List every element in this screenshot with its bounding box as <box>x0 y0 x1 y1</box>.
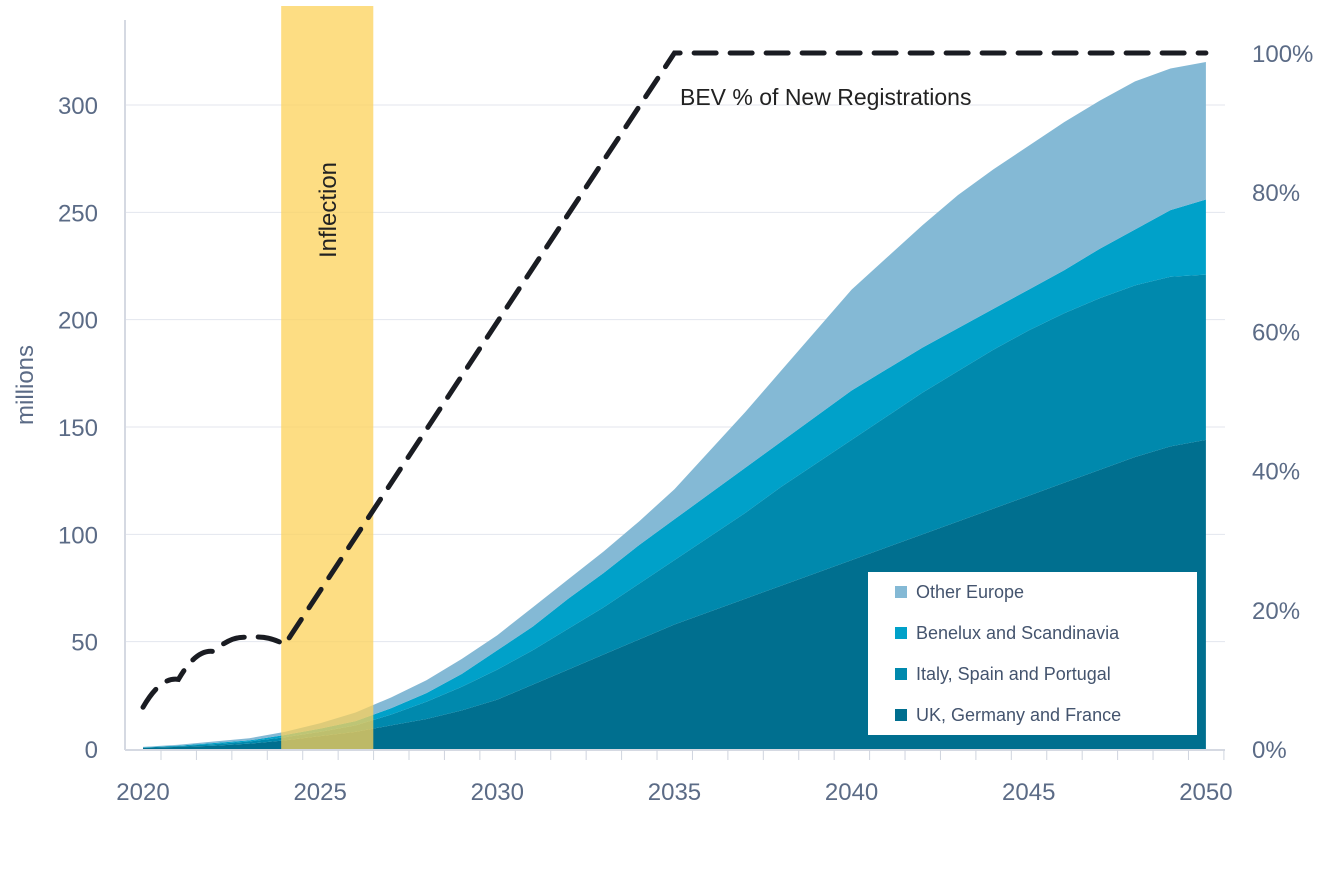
bev-line <box>140 50 1209 710</box>
legend-swatch <box>895 709 907 721</box>
x-tick-label: 2030 <box>471 779 524 806</box>
y-tick-label: 100 <box>58 522 98 549</box>
y-tick-label: 250 <box>58 200 98 227</box>
y2-tick-label: 80% <box>1252 180 1300 207</box>
legend-label: Benelux and Scandinavia <box>916 623 1120 643</box>
y2-tick-label: 20% <box>1252 598 1300 625</box>
y-tick-label: 200 <box>58 308 98 335</box>
x-tick-label: 2020 <box>116 779 169 806</box>
legend-label: Other Europe <box>916 582 1024 602</box>
legend-box <box>868 572 1197 735</box>
x-tick-label: 2045 <box>1002 779 1055 806</box>
legend-swatch <box>895 586 907 598</box>
area-other-europe <box>143 62 1206 748</box>
line-annotation: BEV % of New Registrations <box>680 84 971 110</box>
x-tick-label: 2040 <box>825 779 878 806</box>
y-tick-label: 50 <box>71 630 98 657</box>
y-tick-label: 0 <box>85 737 98 764</box>
area-benelux-and-scandinavia <box>143 199 1206 748</box>
x-tick-label: 2050 <box>1179 779 1232 806</box>
legend-swatch <box>895 627 907 639</box>
bev-share-line <box>140 50 1209 710</box>
inflection-label: Inflection <box>315 162 342 258</box>
y-axis-label: millions <box>12 345 39 425</box>
x-tick-label: 2035 <box>648 779 701 806</box>
inflection-band-rect <box>281 6 374 751</box>
legend-label: Italy, Spain and Portugal <box>916 664 1111 684</box>
y2-tick-label: 40% <box>1252 459 1300 486</box>
y-tick-label: 150 <box>58 415 98 442</box>
legend: Other Europe Benelux and Scandinavia Italy… <box>868 572 1197 735</box>
x-tick-label: 2025 <box>293 779 346 806</box>
y2-tick-label: 60% <box>1252 319 1300 346</box>
area-italy-spain-and-portugal <box>143 274 1206 748</box>
y-tick-label: 300 <box>58 93 98 120</box>
legend-swatch <box>895 668 907 680</box>
axes: 2020 2025 2030 2035 2040 2045 2050 <box>116 20 1233 806</box>
legend-label: UK, Germany and France <box>916 705 1121 725</box>
y2-tick-label: 100% <box>1252 41 1313 68</box>
inflection-band: Inflection <box>281 6 374 751</box>
y2-tick-label: 0% <box>1252 737 1287 764</box>
